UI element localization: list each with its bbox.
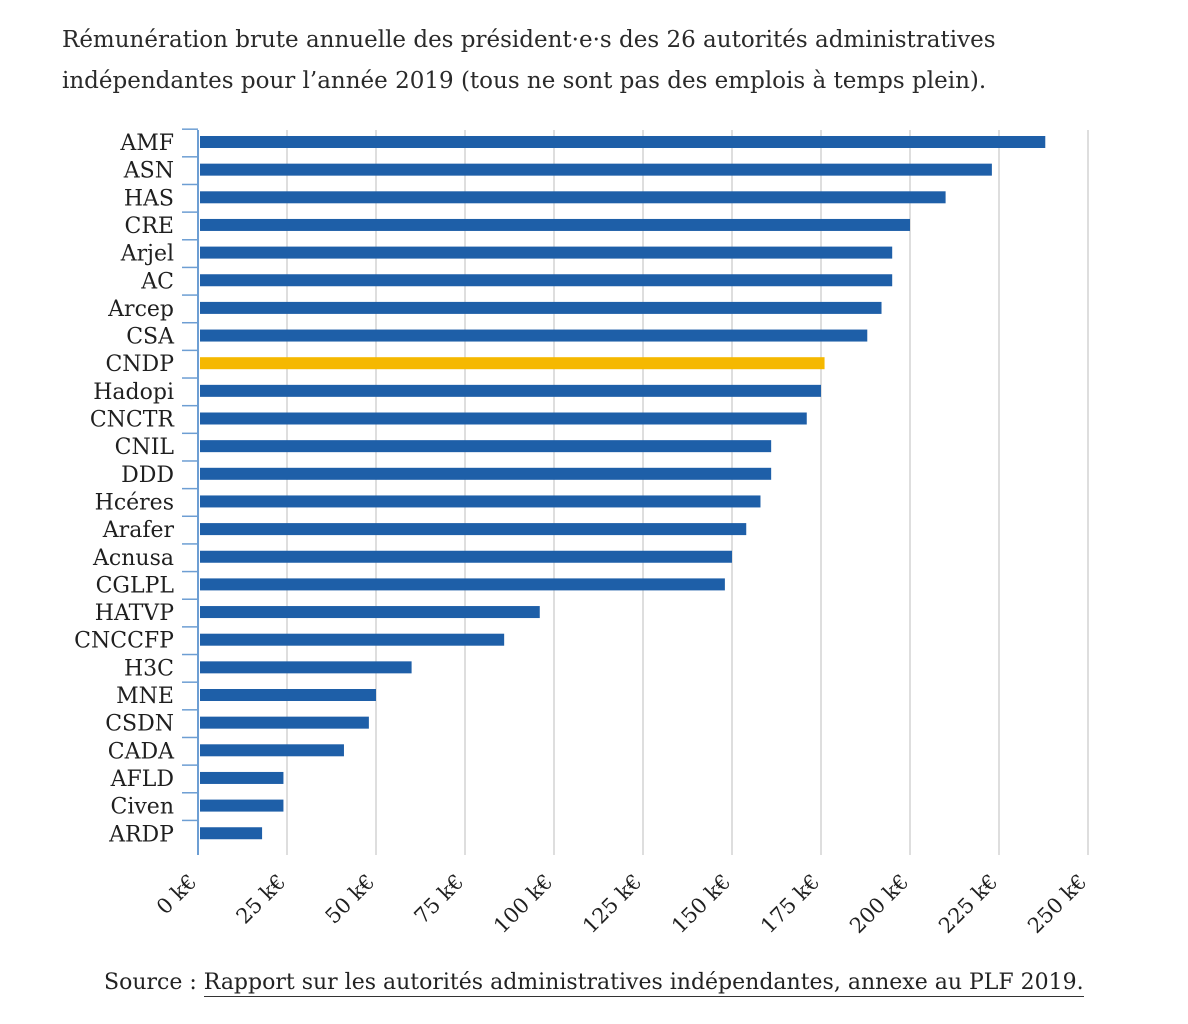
source-note: Source : Rapport sur les autorités admin…: [104, 970, 1084, 997]
bar-arjel: [200, 246, 893, 259]
category-label: CNDP: [105, 352, 174, 377]
source-label: Source :: [104, 970, 197, 995]
category-label: Arjel: [120, 242, 174, 267]
bar-h3c: [200, 661, 412, 674]
category-label: ASN: [123, 159, 174, 184]
category-label: CSDN: [105, 712, 174, 737]
x-tick-label: 0 k€: [152, 870, 202, 920]
category-label: H3C: [124, 656, 174, 681]
bar-cnil: [200, 440, 772, 453]
x-tick-label: 225 k€: [934, 870, 1002, 938]
bar-amf: [200, 136, 1046, 148]
chart-title: Rémunération brute annuelle des présiden…: [62, 20, 1062, 102]
bar-ardp: [200, 827, 263, 840]
x-tick-label: 75 k€: [410, 870, 469, 929]
category-label: Arafer: [102, 518, 175, 543]
bar-civen: [200, 799, 284, 812]
x-tick-label: 175 k€: [756, 870, 824, 938]
category-label: AC: [140, 269, 174, 294]
bar-asn: [200, 163, 992, 176]
category-label: Hadopi: [93, 380, 174, 405]
category-label: HATVP: [95, 601, 174, 626]
category-label: Hcéres: [95, 490, 174, 515]
category-label: CNCTR: [90, 408, 176, 433]
bar-cnctr: [200, 412, 807, 425]
category-label: CGLPL: [96, 573, 175, 598]
bar-arcep: [200, 301, 882, 314]
bar-has: [200, 191, 946, 204]
x-tick-label: 125 k€: [578, 870, 646, 938]
bar-cnccfp: [200, 633, 505, 646]
category-label: AFLD: [110, 767, 174, 792]
category-label: DDD: [121, 463, 174, 488]
bar-cre: [200, 218, 910, 231]
category-label: CNIL: [115, 435, 175, 460]
bar-csa: [200, 329, 868, 342]
x-tick-label: 250 k€: [1023, 870, 1091, 938]
category-label: MNE: [116, 684, 174, 709]
bar-cndp: [200, 357, 825, 370]
category-label: AMF: [119, 131, 174, 156]
bar-cada: [200, 744, 344, 757]
bar-hatvp: [200, 606, 540, 619]
category-label: ARDP: [108, 822, 174, 847]
x-tick-label: 100 k€: [489, 870, 557, 938]
category-label: CNCCFP: [74, 629, 174, 654]
category-label: HAS: [124, 186, 174, 211]
category-label: Civen: [111, 795, 175, 820]
title-line-1: Rémunération brute annuelle des présiden…: [62, 27, 996, 53]
bar-afld: [200, 771, 284, 784]
source-link[interactable]: Rapport sur les autorités administrative…: [203, 970, 1084, 997]
category-label: CADA: [108, 739, 175, 764]
x-tick-label: 200 k€: [845, 870, 913, 938]
bar-hadopi: [200, 384, 821, 397]
bar-csdn: [200, 716, 369, 729]
bar-cglpl: [200, 578, 725, 591]
category-label: CSA: [126, 325, 175, 350]
category-label: Acnusa: [92, 546, 174, 571]
bar-mne: [200, 689, 376, 701]
bar-hcéres: [200, 495, 761, 508]
x-tick-label: 150 k€: [667, 870, 735, 938]
bar-ac: [200, 274, 893, 287]
category-label: Arcep: [107, 297, 174, 322]
x-tick-label: 50 k€: [321, 870, 380, 929]
bar-acnusa: [200, 550, 732, 563]
x-tick-label: 25 k€: [232, 870, 291, 929]
bar-ddd: [200, 467, 772, 480]
title-line-2: indépendantes pour l’année 2019 (tous ne…: [62, 68, 987, 94]
bar-arafer: [200, 523, 747, 536]
category-label: CRE: [125, 214, 174, 239]
